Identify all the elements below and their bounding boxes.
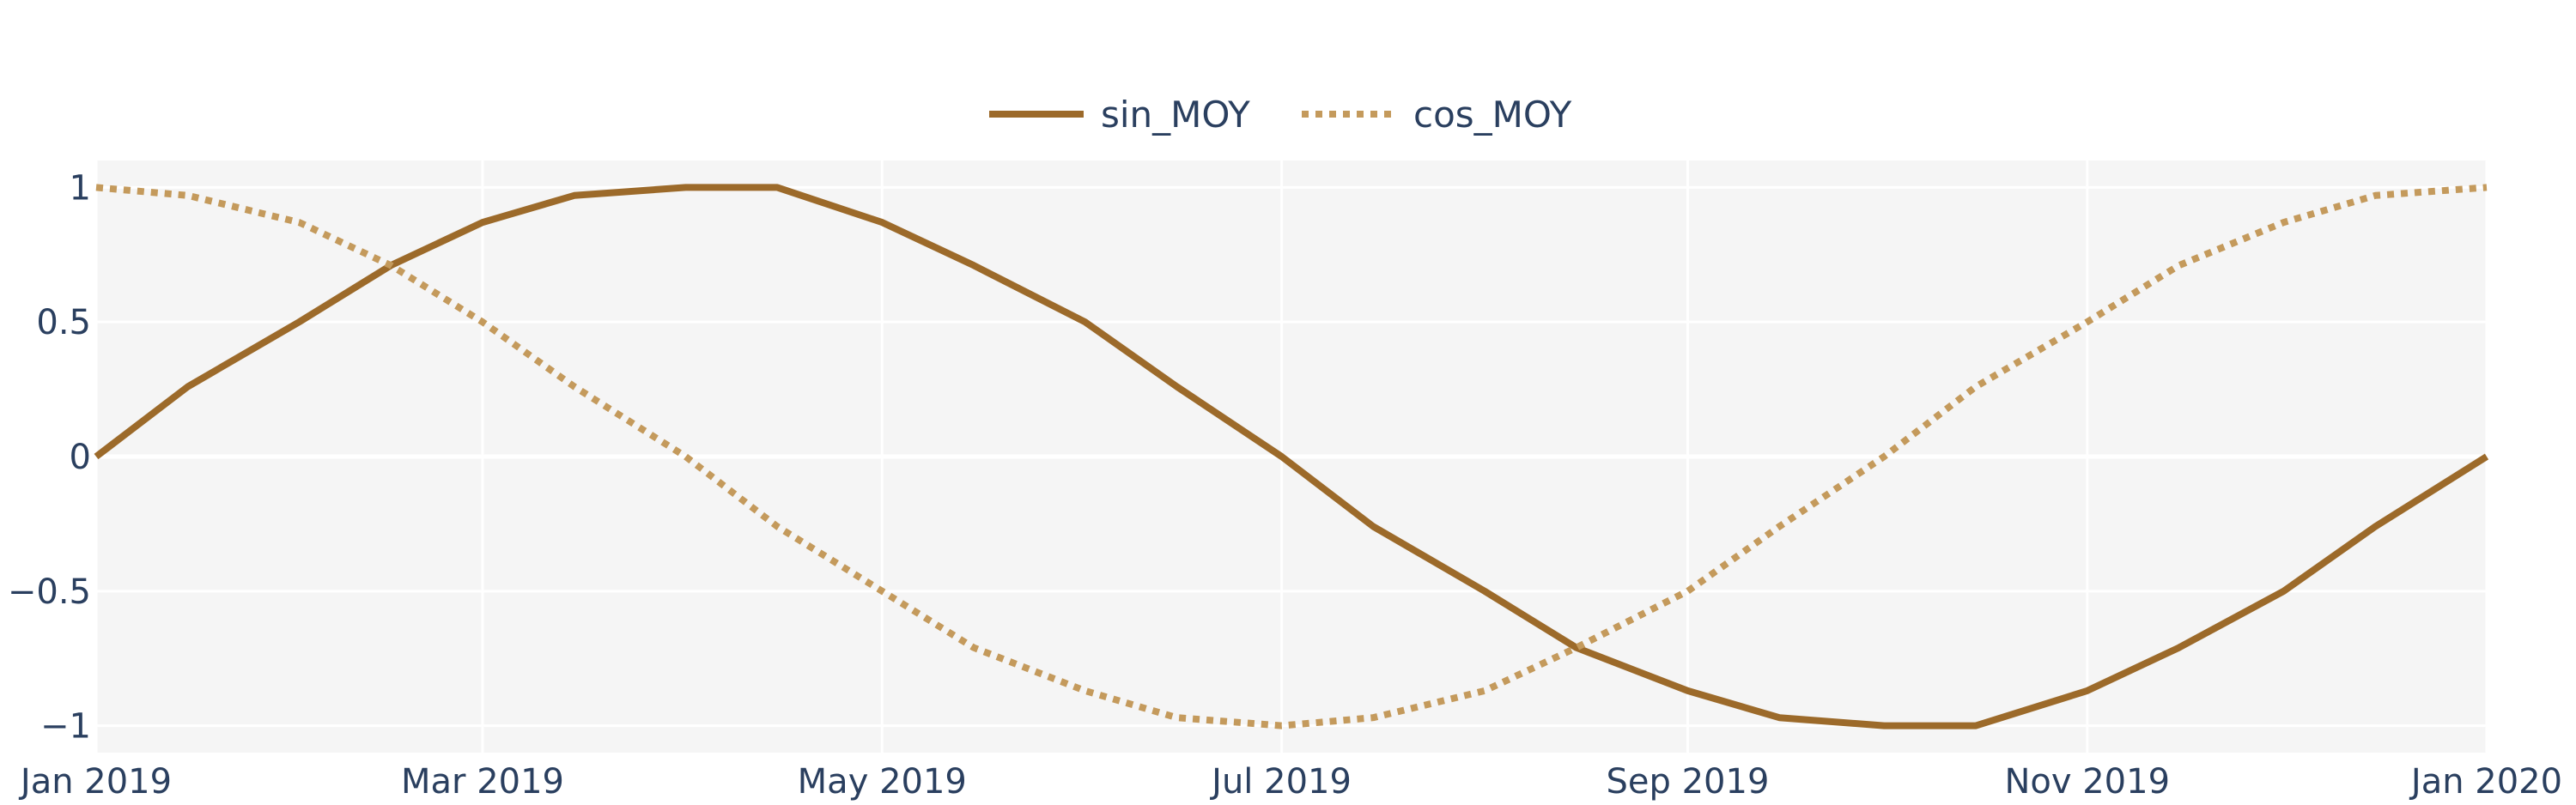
y-tick-label: 1: [70, 168, 91, 208]
x-tick-label: Nov 2019: [2004, 762, 2170, 802]
x-tick-label: Jul 2019: [1209, 762, 1352, 802]
series-line-sin-moy: [94, 184, 2489, 729]
x-tick-label: May 2019: [798, 762, 967, 802]
legend-item-cos[interactable]: cos_MOY: [1302, 94, 1572, 136]
x-tick-label: Jan 2019: [18, 762, 172, 802]
legend-label-cos: cos_MOY: [1413, 94, 1572, 136]
series-line-cos-moy: [95, 184, 2488, 729]
y-axis-tick-labels: 1 0.5 0 −0.5 −1: [8, 168, 91, 746]
legend[interactable]: sin_MOY cos_MOY: [989, 94, 1572, 136]
legend-item-sin[interactable]: sin_MOY: [989, 94, 1250, 136]
x-tick-label: Jan 2020: [2409, 762, 2562, 802]
y-gridlines: [96, 185, 2487, 728]
y-tick-label: −1: [40, 707, 91, 747]
series-layer: [94, 184, 2489, 729]
x-tick-label: Sep 2019: [1607, 762, 1770, 802]
x-axis-tick-labels: Jan 2019 Mar 2019 May 2019 Jul 2019 Sep 2019…: [18, 762, 2562, 802]
y-tick-label: 0.5: [36, 303, 91, 342]
legend-label-sin: sin_MOY: [1101, 94, 1250, 136]
y-tick-label: 0: [70, 438, 91, 477]
y-tick-label: −0.5: [8, 572, 91, 612]
x-tick-label: Mar 2019: [401, 762, 564, 802]
